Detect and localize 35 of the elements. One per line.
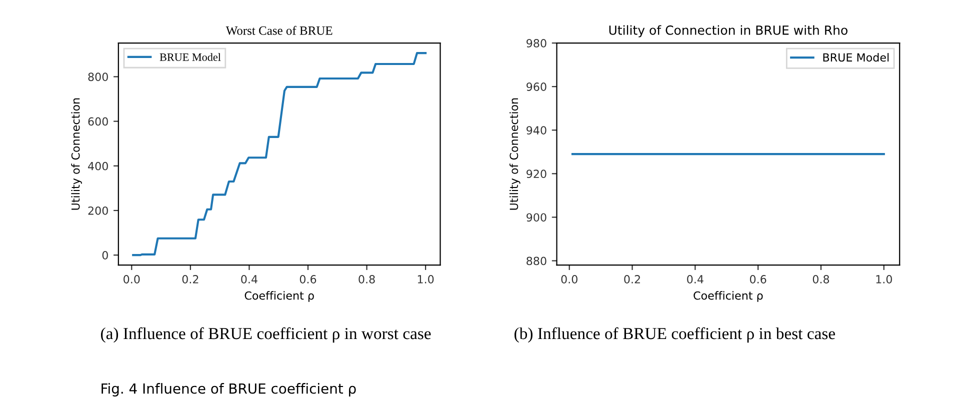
text: (b) Influence of BRUE coefficient ρ in best case <box>514 327 835 343</box>
x-tick-label: 0.8 <box>358 275 375 284</box>
x-tick-label: 0.4 <box>241 275 258 284</box>
y-axis-title: Utility of Connection <box>510 98 520 210</box>
text: (a) Influence of BRUE coefficient ρ in worst case <box>101 327 431 343</box>
y-tick-label: 600 <box>88 117 108 126</box>
caption: Fig. 4 Influence of BRUE coefficient ρ <box>102 383 356 396</box>
y-tick-label: 920 <box>526 170 546 178</box>
y-tick-label: 400 <box>88 162 108 170</box>
y-tick-label: 940 <box>526 126 546 135</box>
x-tick-label: 0.6 <box>300 275 316 284</box>
x-tick-label: 0.2 <box>182 275 198 284</box>
x-tick-label: 1.0 <box>418 275 434 284</box>
x-tick-label: 0.4 <box>687 275 704 284</box>
x-tick-label: 1.0 <box>876 275 892 284</box>
chart-title: Worst Case of BRUE <box>226 26 332 35</box>
x-axis-title: Coefficient ρ <box>244 291 314 302</box>
y-tick-label: 980 <box>526 39 546 48</box>
y-tick-label: 960 <box>526 82 546 91</box>
x-tick-label: 0.2 <box>624 275 640 284</box>
y-tick-label: 880 <box>526 256 546 266</box>
legend-label: BRUE Model <box>160 53 221 61</box>
chart-title: Utility of Connection in BRUE with Rho <box>609 25 848 38</box>
x-axis-title: Coefficient ρ <box>694 291 763 302</box>
y-tick-label: 900 <box>526 213 546 222</box>
y-tick-label: 0 <box>102 251 108 260</box>
y-axis-title: Utility of Connection <box>71 98 82 210</box>
x-tick-label: 0.8 <box>812 275 830 284</box>
x-tick-label: 0.6 <box>750 275 766 284</box>
y-tick-label: 800 <box>88 72 108 82</box>
x-tick-label: 0.0 <box>561 275 578 284</box>
legend-label: BRUE Model <box>823 53 889 62</box>
y-tick-label: 200 <box>88 206 108 215</box>
line-series <box>132 52 427 256</box>
x-tick-label: 0.0 <box>124 275 140 284</box>
